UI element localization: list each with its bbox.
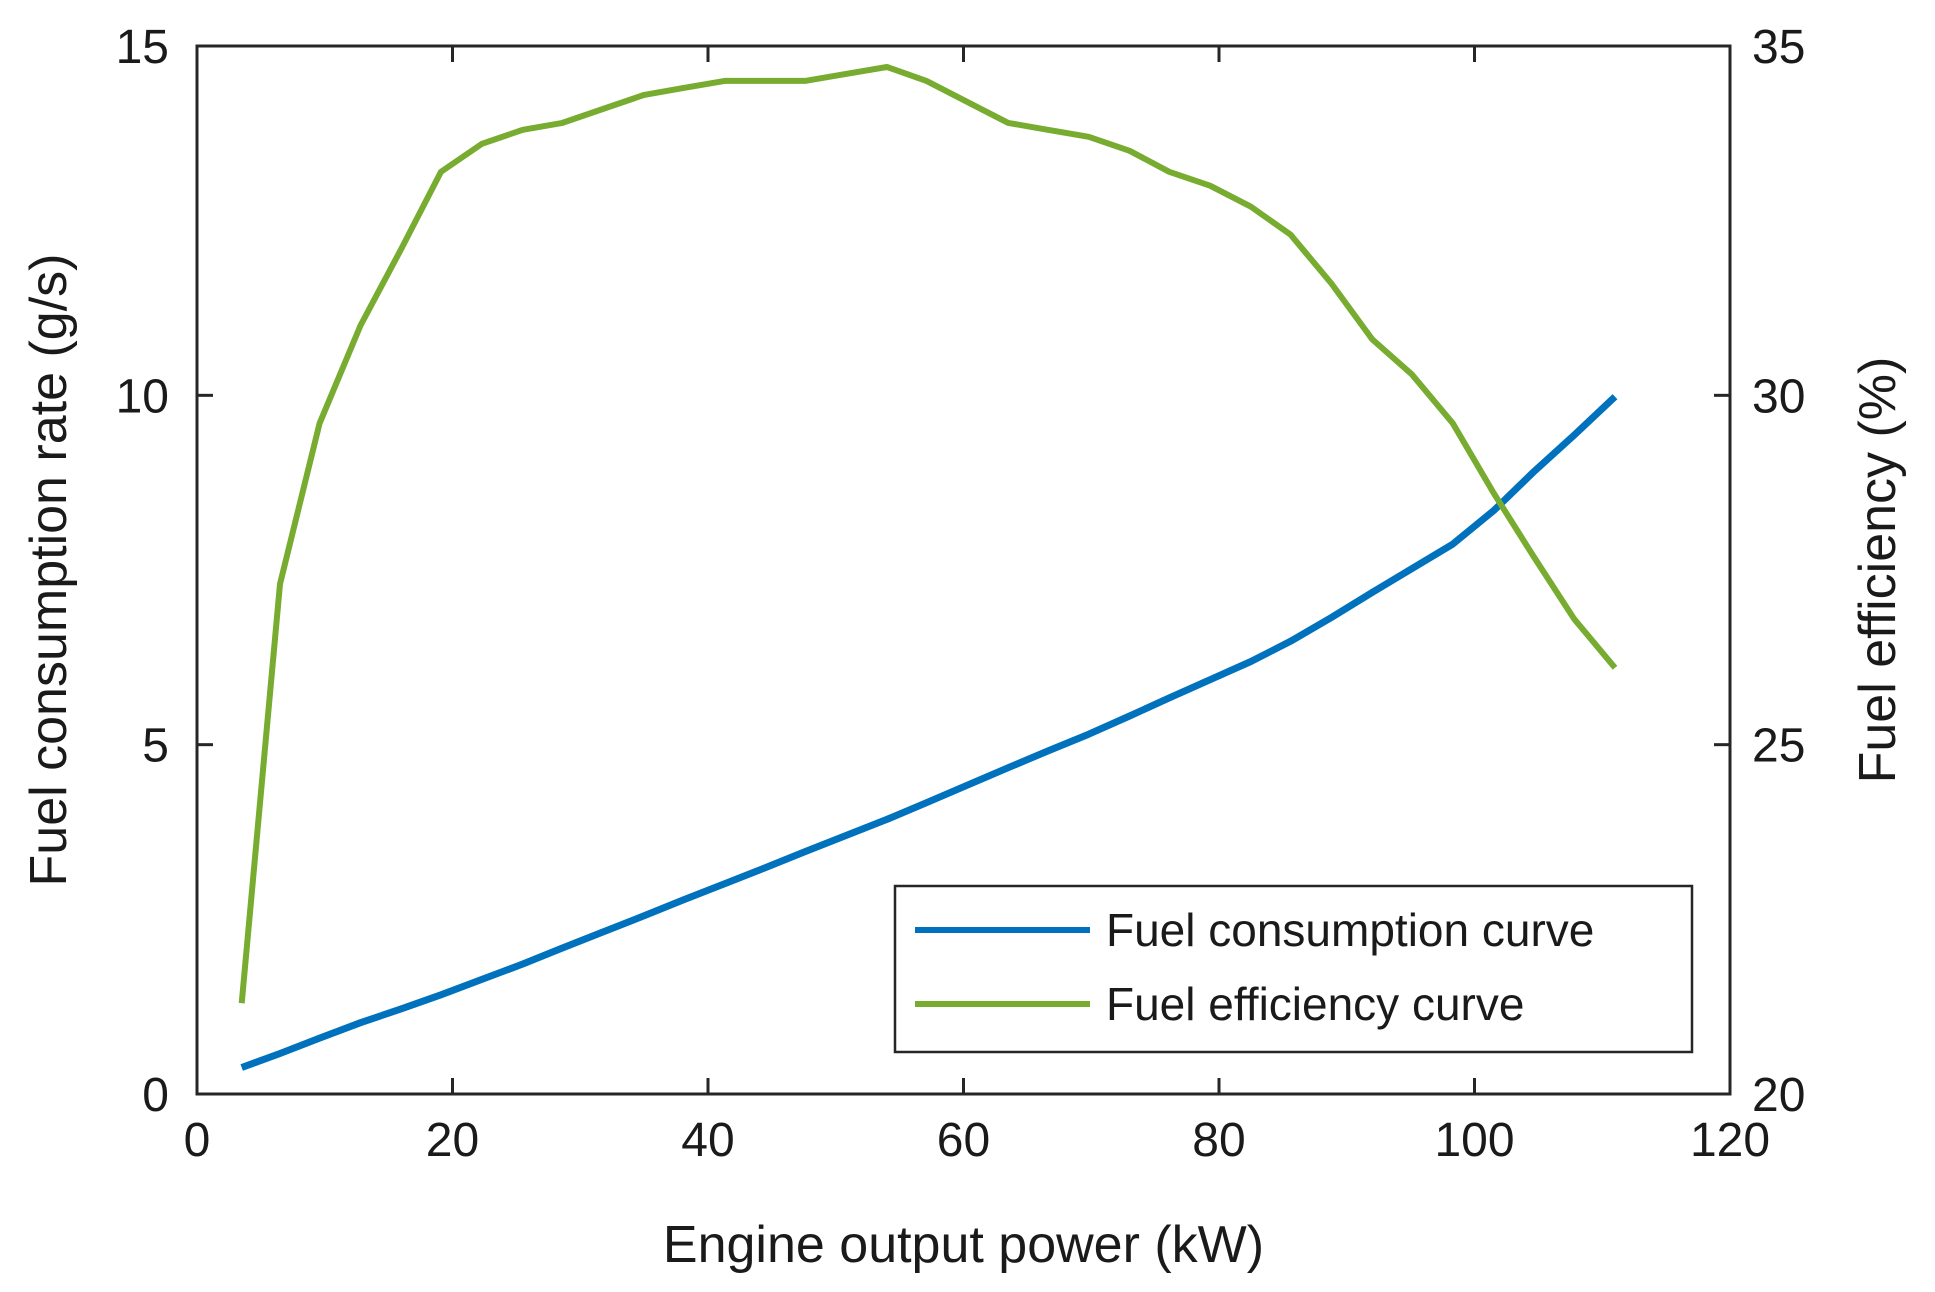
legend-label-fuel-efficiency: Fuel efficiency curve <box>1106 978 1524 1030</box>
legend-label-fuel-consumption: Fuel consumption curve <box>1106 904 1594 956</box>
series-line-fuel-consumption <box>240 394 1618 1071</box>
right-y-axis-title: Fuel efficiency (%) <box>1849 357 1907 784</box>
left-y-tick-label: 15 <box>116 21 169 74</box>
left-y-tick-label: 5 <box>142 720 169 773</box>
plot-lines <box>238 64 1618 1071</box>
legend-box <box>893 884 1694 1054</box>
series-line-fuel-efficiency <box>238 64 1618 1004</box>
x-axis-title: Engine output power (kW) <box>663 1216 1264 1274</box>
x-tick-label: 40 <box>681 1114 734 1167</box>
left-y-tick-label: 10 <box>116 370 169 423</box>
axis-tick-labels: 0 20 40 60 80 100 120 0 5 10 15 20 25 30 35 <box>116 21 1806 1167</box>
right-y-tick-label: 35 <box>1752 21 1805 74</box>
x-tick-label: 80 <box>1192 1114 1245 1167</box>
legend: Fuel consumption curve Fuel efficiency c… <box>893 884 1694 1054</box>
left-y-axis-title: Fuel consumption rate (g/s) <box>20 254 78 887</box>
axis-ticks <box>195 44 1732 1096</box>
x-tick-label: 0 <box>184 1114 211 1167</box>
right-y-tick-label: 25 <box>1752 720 1805 773</box>
x-tick-label: 100 <box>1434 1114 1514 1167</box>
right-y-tick-label: 30 <box>1752 370 1805 423</box>
x-tick-label: 120 <box>1690 1114 1770 1167</box>
left-y-tick-label: 0 <box>142 1069 169 1122</box>
right-y-tick-label: 20 <box>1752 1069 1805 1122</box>
x-tick-label: 20 <box>426 1114 479 1167</box>
x-tick-label: 60 <box>937 1114 990 1167</box>
